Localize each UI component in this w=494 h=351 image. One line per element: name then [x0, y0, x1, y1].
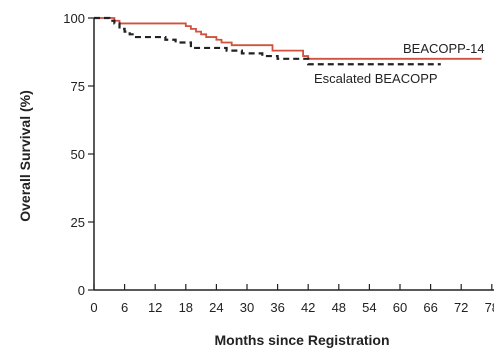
y-tick-label: 100	[63, 11, 85, 26]
x-tick-label: 48	[332, 300, 346, 315]
x-tick-label: 72	[454, 300, 468, 315]
x-tick-label: 66	[423, 300, 437, 315]
y-tick-label: 0	[78, 283, 85, 298]
legend-layer: BEACOPP-14 Escalated BEACOPP	[314, 41, 485, 86]
y-tick-label: 75	[71, 79, 85, 94]
x-tick-label: 30	[240, 300, 254, 315]
x-axis-ticks: 0 6 12 18 24 30 36 42 48 54 60 66 72 78	[90, 284, 494, 315]
x-axis-title: Months since Registration	[214, 332, 389, 348]
y-axis-ticks: 0 25 50 75 100	[63, 11, 94, 298]
y-axis-title: Overall Survival (%)	[17, 90, 33, 222]
x-tick-label: 18	[179, 300, 193, 315]
escalated-beacopp-legend-label: Escalated BEACOPP	[314, 71, 438, 86]
beacopp-14-legend-label: BEACOPP-14	[403, 41, 485, 56]
beacopp-14-series-line	[94, 17, 482, 60]
series-layer	[94, 16, 482, 66]
x-tick-label: 42	[301, 300, 315, 315]
x-tick-label: 60	[393, 300, 407, 315]
x-tick-label: 78	[485, 300, 494, 315]
x-tick-label: 24	[209, 300, 223, 315]
x-tick-label: 54	[362, 300, 376, 315]
y-tick-label: 50	[71, 147, 85, 162]
escalated-beacopp-series-line	[94, 16, 441, 66]
x-tick-label: 0	[90, 300, 97, 315]
x-tick-label: 12	[148, 300, 162, 315]
x-tick-label: 36	[270, 300, 284, 315]
x-tick-label: 6	[121, 300, 128, 315]
y-tick-label: 25	[71, 215, 85, 230]
